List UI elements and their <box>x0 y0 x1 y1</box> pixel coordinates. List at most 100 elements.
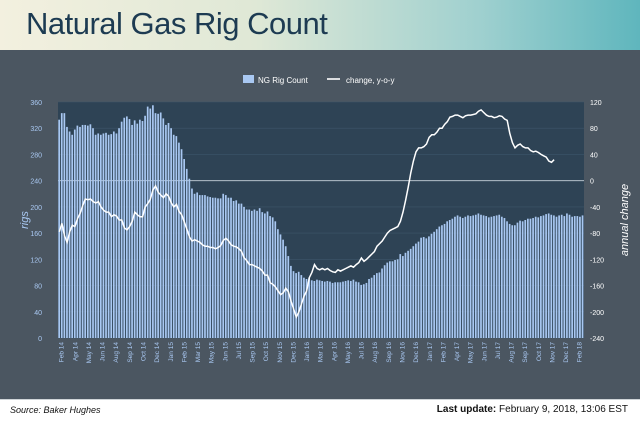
bar <box>136 123 139 338</box>
y-tick-label-left: 320 <box>30 126 42 133</box>
bar <box>381 268 383 338</box>
bar <box>323 281 326 338</box>
x-tick-label: Jan 16 <box>304 342 311 362</box>
bar <box>542 215 545 338</box>
bar <box>425 238 428 338</box>
bar <box>571 216 573 338</box>
bar <box>540 216 542 338</box>
bar <box>157 113 159 338</box>
x-tick-label: Jan 15 <box>168 342 175 362</box>
bar <box>146 106 149 338</box>
bar <box>235 200 238 338</box>
bar <box>368 279 370 338</box>
bar <box>183 159 185 338</box>
bar <box>435 229 438 338</box>
bar <box>537 217 540 338</box>
y-tick-label-right: -240 <box>590 336 604 343</box>
bar <box>97 133 100 338</box>
bar <box>581 215 584 338</box>
y-tick-label-right: 80 <box>590 126 598 133</box>
bar <box>446 221 448 338</box>
bar <box>193 193 196 338</box>
bar <box>529 218 532 338</box>
bar <box>76 125 79 338</box>
bar <box>305 279 308 338</box>
x-tick-label: Mar 15 <box>195 342 202 363</box>
bar <box>490 216 493 338</box>
bar <box>396 259 399 338</box>
bar <box>527 218 529 338</box>
y-axis-label-left: rigs <box>19 211 31 229</box>
bar <box>339 282 342 338</box>
bar <box>222 193 225 338</box>
bar <box>250 210 253 338</box>
bar <box>99 134 102 338</box>
bar <box>344 280 347 338</box>
bar <box>144 115 146 339</box>
bar <box>402 256 404 338</box>
bar <box>115 133 118 338</box>
bar <box>159 112 162 338</box>
x-tick-label: Dec 16 <box>413 342 420 363</box>
bar <box>386 262 389 338</box>
bar <box>472 215 475 338</box>
x-tick-label: Feb 15 <box>181 342 188 363</box>
bar <box>553 215 555 338</box>
bar <box>310 280 313 338</box>
bar <box>521 221 524 338</box>
bar <box>180 149 183 338</box>
bar <box>287 256 290 338</box>
bar <box>461 218 464 338</box>
bar <box>394 259 396 338</box>
x-tick-label: Aug 16 <box>372 342 379 363</box>
bar <box>89 124 92 339</box>
bar <box>383 265 386 338</box>
last-update-value: February 9, 2018, 13:06 EST <box>499 404 628 415</box>
bar <box>84 124 87 338</box>
bar <box>443 223 446 338</box>
bar <box>404 252 407 338</box>
bar <box>519 220 521 338</box>
bar <box>217 198 219 338</box>
y-tick-label-left: 360 <box>30 100 42 107</box>
bar <box>243 206 245 338</box>
bar <box>576 216 579 338</box>
bar <box>493 216 495 338</box>
x-tick-label: Nov 16 <box>400 342 407 363</box>
y-tick-label-right: 40 <box>590 152 598 159</box>
bar <box>105 132 107 338</box>
bar <box>547 213 550 338</box>
x-tick-label: Aug 14 <box>113 342 120 363</box>
last-update-label: Last update: <box>436 404 497 415</box>
bar <box>334 282 337 338</box>
bar <box>297 271 300 338</box>
bar <box>415 243 417 338</box>
bar <box>165 124 167 338</box>
bar <box>573 216 576 338</box>
bar <box>79 126 81 339</box>
x-tick-label: May 14 <box>86 342 93 364</box>
x-tick-label: Jul 17 <box>495 342 502 360</box>
y-tick-label-right: -80 <box>590 231 600 238</box>
bar <box>185 168 188 338</box>
bar <box>204 195 206 338</box>
bar <box>211 197 214 338</box>
bar <box>459 216 462 338</box>
bar <box>342 281 344 338</box>
bar <box>451 218 454 338</box>
bar <box>92 128 94 338</box>
bar <box>271 217 274 338</box>
bar <box>355 281 357 338</box>
bar <box>365 282 368 338</box>
bar <box>214 197 217 338</box>
bar <box>373 275 376 338</box>
bar <box>71 134 74 338</box>
x-tick-label: Jun 15 <box>222 342 229 362</box>
x-tick-label: Feb 17 <box>440 342 447 363</box>
x-tick-label: Dec 15 <box>290 342 297 363</box>
y-tick-label-right: -160 <box>590 284 604 291</box>
bar <box>430 233 433 338</box>
x-tick-label: Jun 14 <box>100 342 107 362</box>
bar <box>170 128 172 338</box>
bar <box>73 129 76 338</box>
